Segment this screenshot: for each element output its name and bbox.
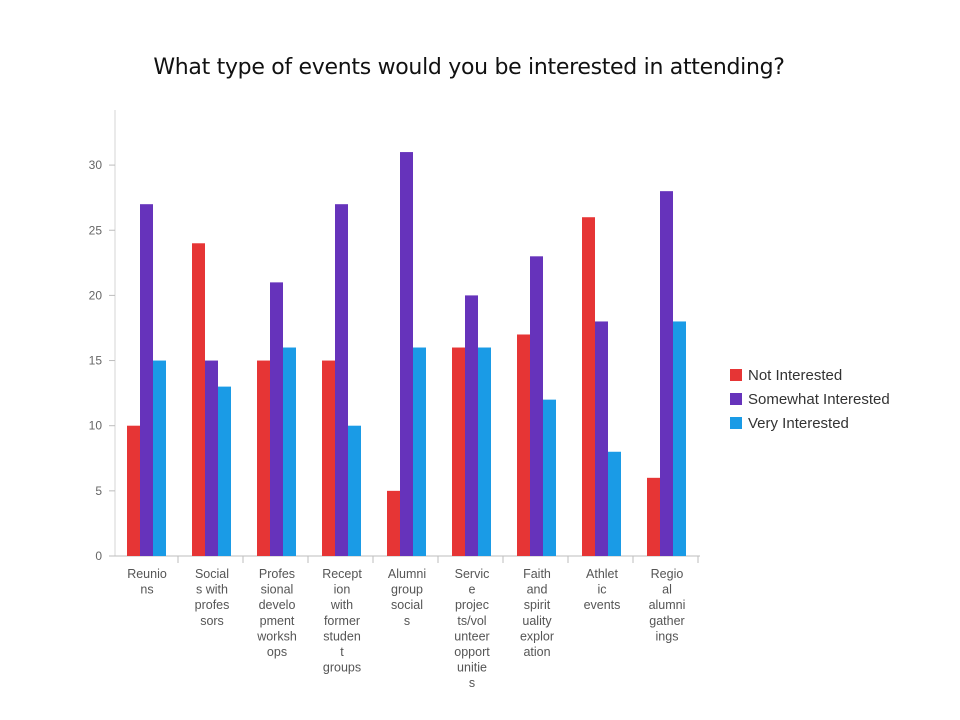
legend-label-very-interested: Very Interested	[748, 414, 849, 432]
bar	[153, 360, 166, 556]
bar	[673, 321, 686, 556]
x-tick-label: group	[391, 583, 423, 597]
x-tick-label: pment	[260, 614, 295, 628]
bar	[348, 425, 361, 556]
x-tick-label: ings	[656, 629, 679, 643]
x-tick-label: and	[527, 583, 548, 597]
bar	[283, 347, 296, 556]
x-tick-label: unteer	[454, 629, 489, 643]
bar	[465, 295, 478, 556]
bar	[127, 425, 140, 556]
x-tick-label: Servic	[455, 567, 490, 581]
bar	[595, 321, 608, 556]
legend-item-somewhat-interested: Somewhat Interested	[730, 387, 890, 411]
x-tick-label: Reunio	[127, 567, 167, 581]
bar	[517, 334, 530, 556]
x-tick-label: groups	[323, 661, 361, 675]
x-tick-label: ic	[597, 583, 606, 597]
legend-swatch-very-interested	[730, 417, 742, 429]
y-tick-label: 20	[89, 288, 103, 302]
x-tick-label: s	[404, 614, 410, 628]
x-tick-label: al	[662, 583, 672, 597]
legend-swatch-not-interested	[730, 369, 742, 381]
bar	[322, 360, 335, 556]
legend-item-not-interested: Not Interested	[730, 363, 890, 387]
x-tick-label: s with	[196, 583, 228, 597]
x-tick-label: ts/vol	[457, 614, 486, 628]
x-tick-label: ops	[267, 645, 287, 659]
bar	[530, 256, 543, 556]
bar	[387, 490, 400, 556]
x-tick-label: develo	[259, 598, 296, 612]
x-tick-label: social	[391, 598, 423, 612]
legend-swatch-somewhat-interested	[730, 393, 742, 405]
x-tick-label: sional	[261, 583, 294, 597]
bar	[192, 243, 205, 556]
y-tick-label: 0	[95, 549, 102, 563]
legend-item-very-interested: Very Interested	[730, 411, 890, 435]
y-tick-label: 30	[89, 158, 103, 172]
x-tick-label: e	[469, 583, 476, 597]
bar	[400, 152, 413, 556]
x-tick-label: worksh	[256, 629, 297, 643]
x-tick-label: Athlet	[586, 567, 618, 581]
x-tick-label: spirit	[524, 598, 551, 612]
x-tick-label: explor	[520, 629, 554, 643]
x-tick-label: ion	[334, 583, 351, 597]
x-tick-label: projec	[455, 598, 489, 612]
legend-label-not-interested: Not Interested	[748, 366, 843, 384]
x-tick-label: alumni	[649, 598, 686, 612]
x-tick-label: ns	[140, 583, 153, 597]
bar	[608, 451, 621, 556]
chart-title: What type of events would you be interes…	[153, 55, 785, 80]
y-tick-label: 25	[89, 223, 103, 237]
y-tick-label: 15	[89, 354, 103, 368]
bar	[205, 360, 218, 556]
x-tick-label: Profes	[259, 567, 295, 581]
bar	[218, 386, 231, 556]
x-tick-label: Social	[195, 567, 229, 581]
bar	[582, 217, 595, 556]
y-tick-label: 5	[95, 484, 102, 498]
x-tick-label: events	[584, 598, 621, 612]
bar	[140, 204, 153, 556]
bar	[478, 347, 491, 556]
bar	[647, 477, 660, 556]
x-tick-label: gather	[649, 614, 684, 628]
x-tick-label: Alumni	[388, 567, 426, 581]
bar	[660, 191, 673, 556]
x-tick-label: Recept	[322, 567, 362, 581]
bar	[335, 204, 348, 556]
x-tick-label: Regio	[651, 567, 684, 581]
x-tick-label: profes	[195, 598, 230, 612]
bar	[270, 282, 283, 556]
chart-legend: Not Interested Somewhat Interested Very …	[730, 363, 890, 435]
x-tick-label: former	[324, 614, 360, 628]
x-tick-label: Faith	[523, 567, 551, 581]
x-tick-label: unitie	[457, 661, 487, 675]
bar	[452, 347, 465, 556]
x-tick-label: s	[469, 676, 475, 690]
x-tick-label: t	[340, 645, 344, 659]
bar	[257, 360, 270, 556]
legend-label-somewhat-interested: Somewhat Interested	[748, 390, 890, 408]
bar	[543, 399, 556, 556]
x-tick-label: with	[330, 598, 353, 612]
x-tick-label: uality	[522, 614, 552, 628]
x-tick-label: sors	[200, 614, 224, 628]
y-tick-label: 10	[89, 419, 103, 433]
bar	[413, 347, 426, 556]
x-tick-label: studen	[323, 629, 361, 643]
x-tick-label: opport	[454, 645, 490, 659]
x-tick-label: ation	[523, 645, 550, 659]
